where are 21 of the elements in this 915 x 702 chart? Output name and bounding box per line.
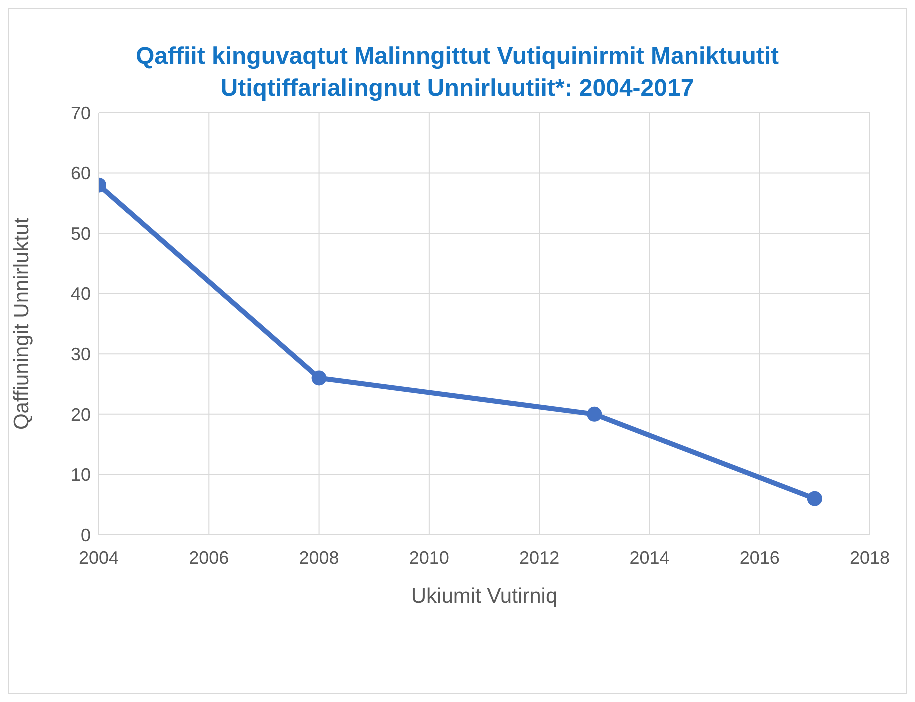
y-tick-label: 10 bbox=[70, 465, 91, 486]
x-tick-label: 2004 bbox=[78, 548, 120, 568]
x-tick-label: 2008 bbox=[299, 548, 340, 568]
y-axis-title: Qaffiuningit Unnirluktut bbox=[10, 218, 34, 430]
y-tick-label: 30 bbox=[70, 344, 91, 365]
x-tick-label: 2012 bbox=[520, 548, 560, 568]
x-tick-label: 2018 bbox=[850, 548, 890, 568]
x-tick-label: 2006 bbox=[189, 548, 230, 568]
y-tick-label: 60 bbox=[70, 164, 91, 184]
y-tick-label: 0 bbox=[80, 525, 91, 546]
x-axis-title: Ukiumit Vutirniq bbox=[411, 585, 558, 608]
x-tick-label: 2010 bbox=[409, 548, 450, 568]
x-tick-label: 2016 bbox=[740, 548, 780, 568]
y-tick-label: 20 bbox=[70, 404, 91, 425]
x-tick-label: 2014 bbox=[630, 548, 670, 568]
y-tick-label: 40 bbox=[70, 284, 91, 304]
point bbox=[587, 406, 602, 422]
y-tick-label: 50 bbox=[70, 224, 91, 244]
chart-title: Qaffiit kinguvaqtut Malinngittut Vutiquinirmit Maniktuutit Utiqtiffarialingnut Unnirluutiit*: 2004-2017 bbox=[134, 42, 780, 104]
y-tick-label: 70 bbox=[70, 103, 91, 124]
point bbox=[807, 491, 822, 506]
